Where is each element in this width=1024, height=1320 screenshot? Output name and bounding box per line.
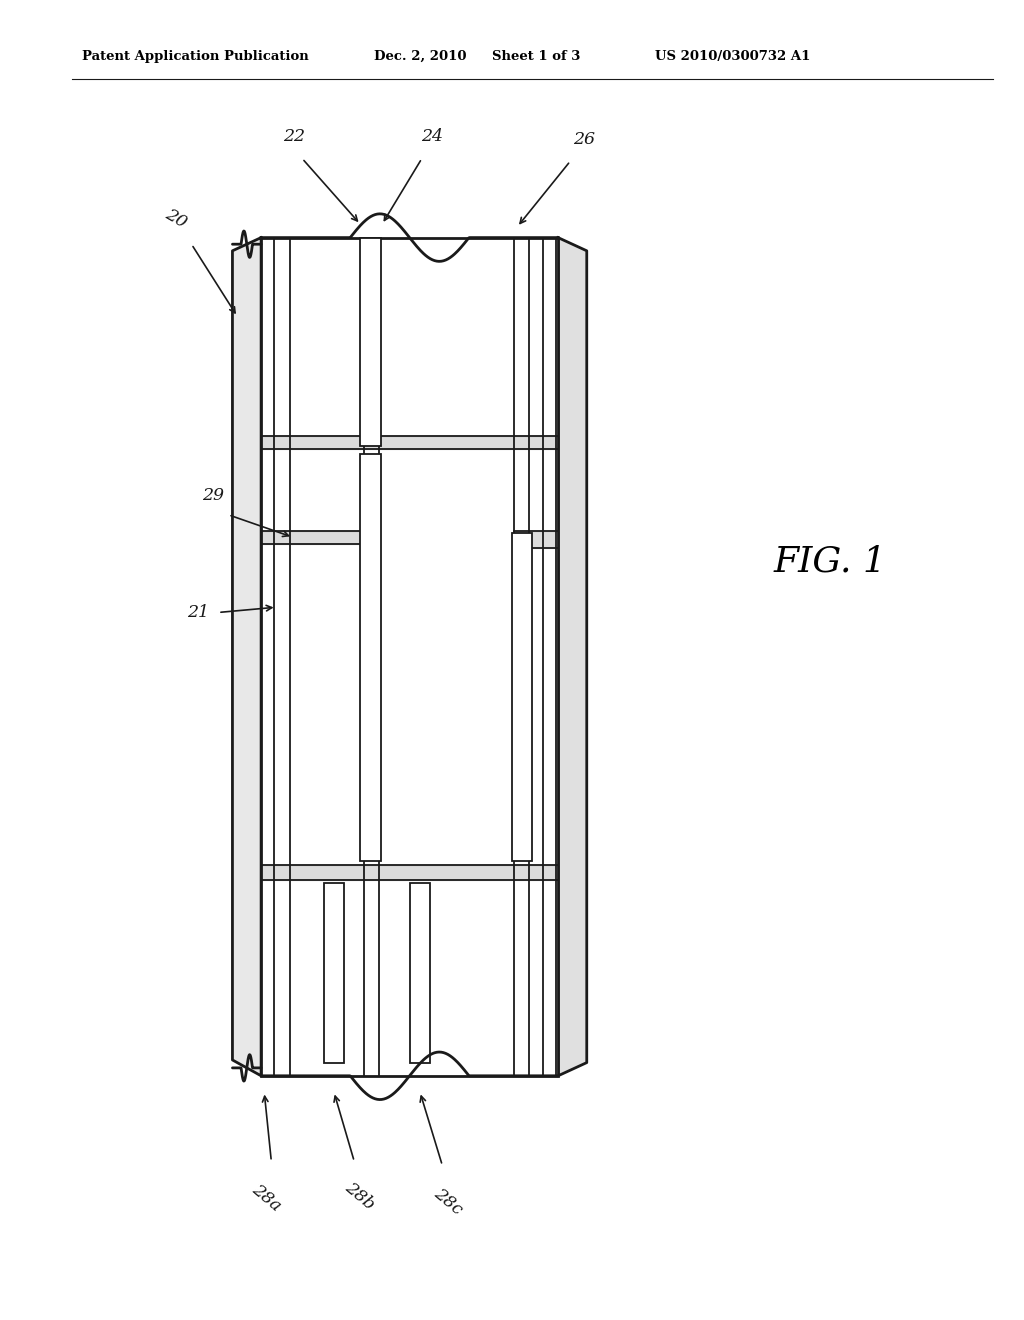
- Text: 21: 21: [186, 605, 209, 620]
- Text: Dec. 2, 2010: Dec. 2, 2010: [374, 50, 466, 63]
- Text: 26: 26: [572, 131, 595, 148]
- Bar: [410, 883, 430, 1063]
- Text: 20: 20: [163, 206, 189, 231]
- Bar: [360, 238, 381, 446]
- Bar: [512, 533, 532, 861]
- Text: 28b: 28b: [341, 1179, 378, 1213]
- Text: US 2010/0300732 A1: US 2010/0300732 A1: [655, 50, 811, 63]
- Text: 22: 22: [283, 128, 305, 145]
- Text: Sheet 1 of 3: Sheet 1 of 3: [492, 50, 580, 63]
- Text: 28a: 28a: [249, 1181, 284, 1216]
- Bar: [261, 238, 558, 1076]
- Text: FIG. 1: FIG. 1: [773, 544, 886, 578]
- Text: 29: 29: [202, 487, 224, 504]
- Bar: [360, 454, 381, 861]
- Text: 24: 24: [421, 128, 443, 145]
- Polygon shape: [232, 238, 261, 1076]
- Text: 28c: 28c: [431, 1185, 466, 1218]
- Polygon shape: [558, 238, 587, 1076]
- Text: Patent Application Publication: Patent Application Publication: [82, 50, 308, 63]
- Bar: [324, 883, 344, 1063]
